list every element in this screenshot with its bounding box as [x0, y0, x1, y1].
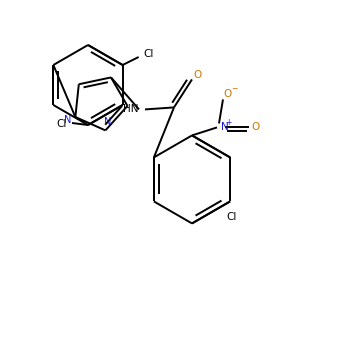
Text: N: N	[221, 122, 229, 132]
Text: Cl: Cl	[57, 119, 67, 129]
Text: N: N	[104, 117, 111, 127]
Text: +: +	[225, 118, 231, 127]
Text: O: O	[194, 70, 202, 80]
Text: −: −	[231, 84, 237, 93]
Text: Cl: Cl	[144, 49, 154, 59]
Text: N: N	[64, 115, 71, 125]
Text: Cl: Cl	[226, 213, 236, 222]
Text: HN: HN	[124, 104, 139, 114]
Text: O: O	[252, 122, 260, 132]
Text: O: O	[224, 90, 232, 99]
